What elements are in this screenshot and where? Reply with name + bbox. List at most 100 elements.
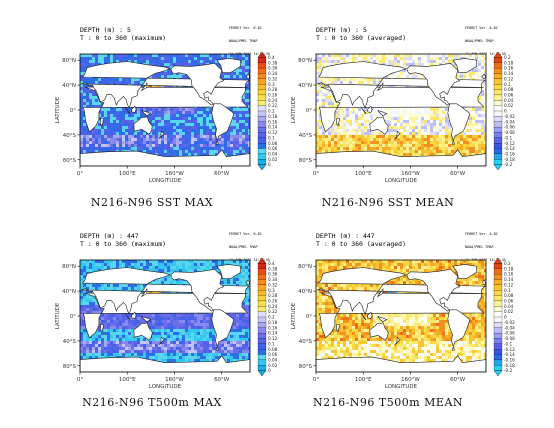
field-cell [367,111,371,115]
field-cell [245,129,249,133]
field-cell [445,147,449,151]
field-cell [242,129,246,133]
field-cell [137,78,141,82]
field-cell [158,75,162,79]
field-cell [86,105,90,109]
field-cell [161,126,165,130]
field-cell [397,60,401,64]
field-cell [116,108,120,112]
field-cell [122,114,126,118]
field-cell [236,126,240,130]
field-cell [101,132,105,136]
field-cell [95,54,99,58]
field-cell [478,78,482,82]
field-cell [340,135,344,139]
field-cell [92,269,96,273]
field-cell [134,135,138,139]
field-cell [197,111,201,115]
field-cell [119,147,123,151]
field-cell [484,72,486,76]
field-cell [182,263,186,267]
field-cell [224,281,228,285]
field-cell [316,84,320,88]
field-cell [340,129,344,133]
field-cell [478,66,482,70]
field-cell [394,153,398,157]
colorbar-tick-label: -0.16 [504,152,515,157]
field-cell [355,54,359,58]
field-cell [185,60,189,64]
field-cell [349,132,353,136]
field-cell [224,54,228,58]
field-cell [382,150,386,154]
field-cell [86,126,90,130]
field-cell [80,57,84,61]
field-cell [248,144,250,148]
field-cell [191,266,195,270]
field-cell [104,132,108,136]
field-cell [415,54,419,58]
field-cell [113,126,117,130]
field-cell [101,144,105,148]
field-cell [373,111,377,115]
field-cell [427,132,431,136]
field-cell [206,144,210,148]
field-cell [319,150,323,154]
field-cell [233,278,237,282]
field-cell [316,66,320,70]
field-cell [227,278,231,282]
field-cell [80,284,84,288]
field-cell [451,147,455,151]
field-cell [343,138,347,142]
field-cell [167,269,171,273]
field-cell [373,129,377,133]
field-cell [457,75,461,79]
field-cell [379,57,383,61]
field-cell [367,129,371,133]
field-cell [110,111,114,115]
field-cell [448,123,452,127]
field-cell [242,132,246,136]
field-cell [436,57,440,61]
field-cell [215,269,219,273]
field-cell [379,141,383,145]
field-cell [469,126,473,130]
field-cell [421,54,425,58]
field-cell [161,72,165,76]
field-cell [478,99,482,103]
field-cell [343,54,347,58]
field-cell [331,63,335,67]
field-cell [436,141,440,145]
field-cell [104,144,108,148]
field-cell [80,114,84,118]
field-cell [194,120,198,124]
colorbar-swatch [257,148,267,155]
field-cell [164,266,168,270]
field-cell [140,54,144,58]
field-cell [248,278,250,282]
field-cell [152,63,156,67]
field-cell [316,75,320,79]
field-cell [140,138,144,142]
field-cell [319,99,323,103]
field-cell [155,278,159,282]
field-cell [89,105,93,109]
field-cell [325,135,329,139]
field-cell [352,123,356,127]
field-cell [173,114,177,118]
field-cell [83,78,87,82]
field-cell [421,60,425,64]
field-cell [227,132,231,136]
field-cell [415,114,419,118]
field-cell [460,57,464,61]
field-cell [334,135,338,139]
field-cell [110,266,114,270]
field-cell [248,126,250,130]
field-cell [86,150,90,154]
field-cell [469,150,473,154]
field-cell [212,260,216,264]
field-cell [316,132,320,136]
field-cell [469,54,473,58]
field-cell [245,99,249,103]
colorbar-swatch [257,94,267,101]
